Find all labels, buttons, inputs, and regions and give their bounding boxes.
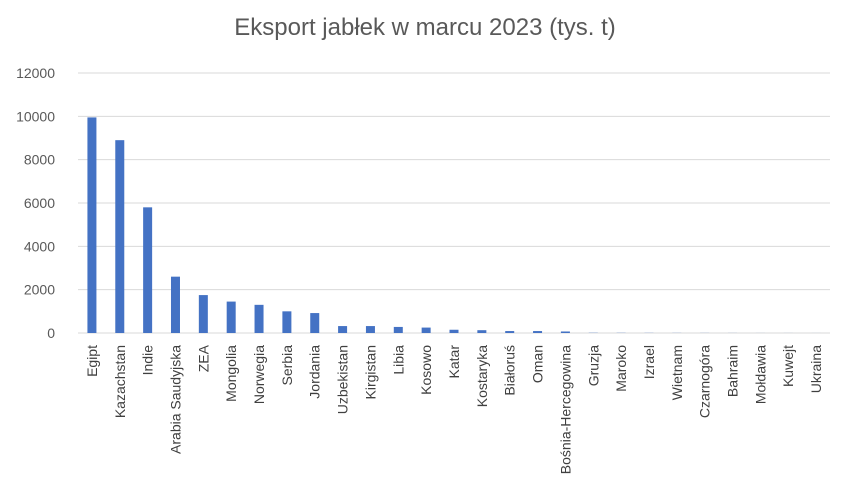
bar <box>505 331 515 333</box>
bar <box>560 331 570 333</box>
x-category-label: Bośnia-Hercegowina <box>557 345 573 474</box>
bar <box>143 207 153 333</box>
x-category-label: Oman <box>530 345 546 383</box>
x-category-label: Maroko <box>613 345 629 392</box>
x-category-label: Egipt <box>84 345 100 377</box>
x-category-label: Jordania <box>307 345 323 399</box>
x-category-label: Kuwejt <box>780 345 796 387</box>
y-tick-label: 2000 <box>24 282 55 298</box>
x-category-label: Gruzja <box>585 345 601 386</box>
x-category-label: Mongolia <box>223 345 239 402</box>
y-tick-label: 0 <box>47 325 55 341</box>
x-category-label: Indie <box>140 345 156 376</box>
x-category-label: Libia <box>390 345 406 375</box>
y-tick-label: 6000 <box>24 195 55 211</box>
bar <box>449 329 459 333</box>
bar <box>365 326 375 333</box>
bar <box>533 331 543 333</box>
x-category-label: Kazachstan <box>112 345 128 418</box>
bar <box>226 301 236 333</box>
y-tick-label: 4000 <box>24 238 55 254</box>
bar <box>115 140 125 333</box>
x-category-label: Kirgistan <box>362 345 378 399</box>
x-category-label: Mołdawia <box>752 345 768 404</box>
bar <box>477 330 487 333</box>
x-category-label: Czarnogóra <box>697 345 713 418</box>
bars <box>87 117 821 334</box>
y-tick-label: 8000 <box>24 152 55 168</box>
bar <box>170 276 180 333</box>
chart-title: Eksport jabłek w marcu 2023 (tys. t) <box>234 14 616 41</box>
x-category-label: Ukraina <box>808 345 824 393</box>
bar <box>282 311 292 333</box>
x-category-label: Norwegia <box>251 345 267 404</box>
x-category-label: Katar <box>446 345 462 379</box>
x-category-label: ZEA <box>195 344 211 372</box>
x-category-label: Serbia <box>279 345 295 386</box>
bar <box>254 304 264 333</box>
x-category-label: Arabia Saudyjska <box>167 345 183 454</box>
bar <box>393 326 403 333</box>
x-category-label: Białoruś <box>502 345 518 396</box>
x-category-label: Kostaryka <box>474 345 490 407</box>
bar <box>310 313 320 333</box>
bar <box>198 295 208 333</box>
bar <box>421 327 431 333</box>
bar <box>338 326 348 333</box>
x-category-label: Wietnam <box>669 345 685 400</box>
x-category-label: Kosowo <box>418 345 434 395</box>
y-tick-label: 12000 <box>16 65 55 81</box>
x-category-label: Uzbekistan <box>335 345 351 414</box>
x-axis-category-labels: Egipt Kazachstan Indie Arabia Saudyjska ZEA M… <box>84 344 824 474</box>
bar <box>87 117 97 334</box>
x-category-label: Izrael <box>641 345 657 379</box>
y-tick-label: 10000 <box>16 108 55 124</box>
x-category-label: Bahraim <box>725 345 741 397</box>
gridlines <box>78 72 830 334</box>
y-axis-tick-labels: 0 2000 4000 6000 8000 10000 12000 <box>16 65 55 341</box>
